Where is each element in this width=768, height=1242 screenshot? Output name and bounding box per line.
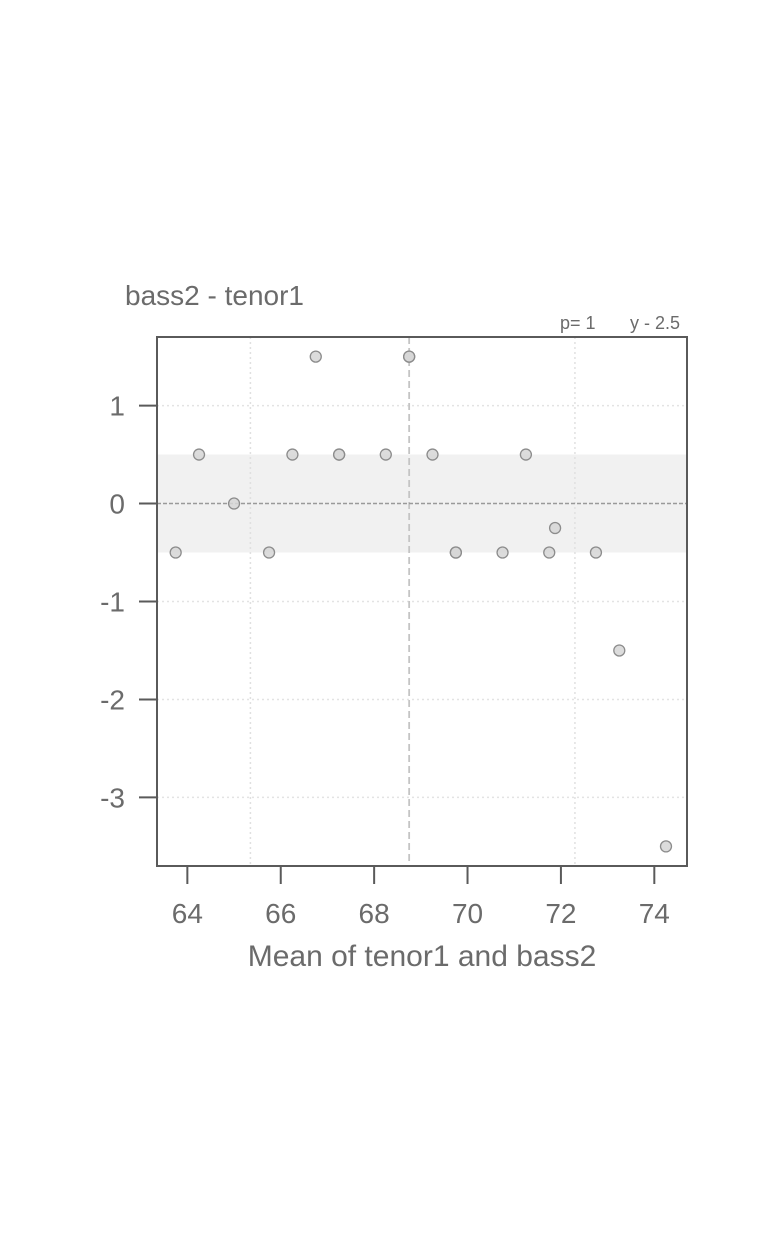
y-tick-label: 0 [109, 489, 125, 520]
y-tick-label: 1 [109, 391, 125, 422]
data-point [227, 497, 241, 510]
data-point [192, 448, 206, 461]
data-point [613, 644, 626, 657]
x-tick-label: 66 [265, 898, 296, 929]
data-point [548, 521, 562, 535]
data-point [286, 448, 299, 461]
data-point [589, 546, 603, 559]
x-tick-label: 68 [359, 898, 390, 929]
data-point [379, 448, 392, 461]
data-point [403, 350, 416, 363]
x-axis-title: Mean of tenor1 and bass2 [248, 940, 597, 973]
data-point [496, 546, 509, 559]
chart-title: bass2 - tenor1 [125, 280, 304, 311]
x-tick-label: 72 [545, 898, 576, 929]
x-tick-label: 70 [452, 898, 483, 929]
p-annotation: p= 1 [560, 313, 596, 333]
data-point [519, 448, 533, 461]
x-tick-label: 74 [639, 898, 670, 929]
y-annotation: y - 2.5 [630, 313, 680, 333]
y-tick-label: -2 [100, 684, 125, 715]
data-point [262, 546, 276, 559]
data-point [332, 448, 346, 461]
data-point [169, 546, 182, 559]
plot-area: 64 66 68 70 72 74 1 0 -1 -2 -3 [100, 336, 688, 929]
y-tick-label: -3 [100, 782, 125, 813]
data-point [449, 546, 463, 559]
data-point [309, 350, 322, 363]
y-tick-label: -1 [100, 587, 125, 618]
data-point [426, 448, 439, 461]
data-point [543, 546, 556, 559]
x-tick-label: 64 [172, 898, 203, 929]
data-point [659, 840, 673, 853]
